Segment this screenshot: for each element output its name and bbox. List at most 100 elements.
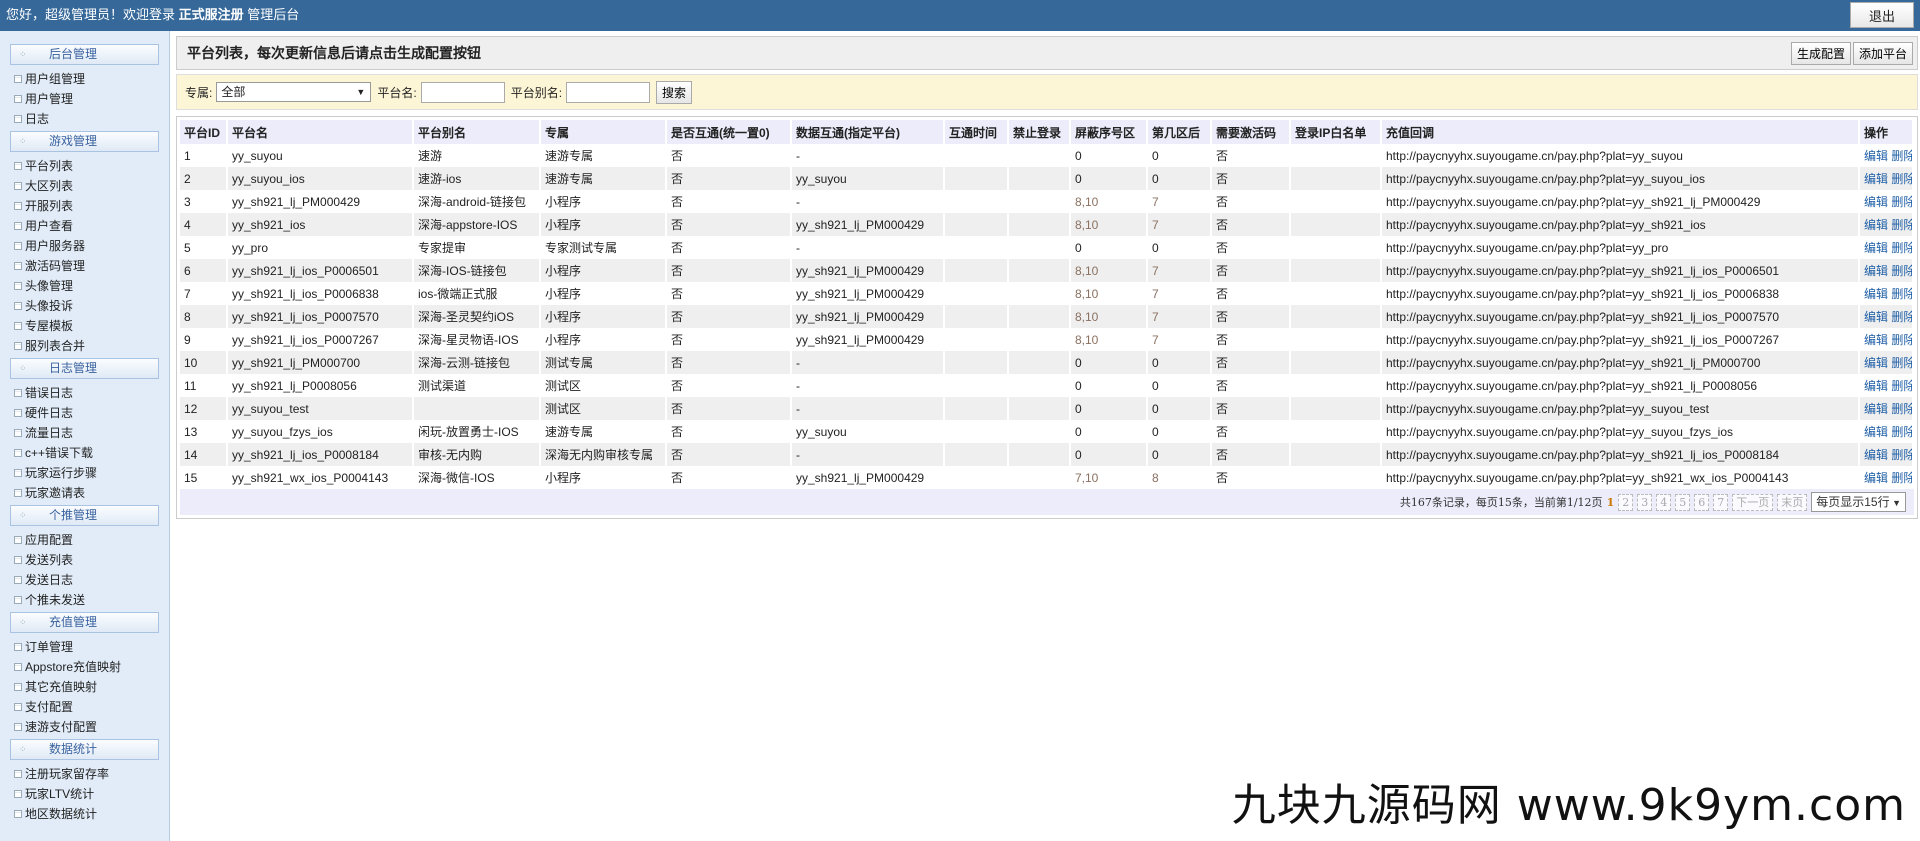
edit-link[interactable]: 编辑: [1864, 310, 1889, 324]
sidebar-item[interactable]: ··· 开服列表: [0, 196, 169, 216]
last-page-button[interactable]: 末页: [1777, 493, 1808, 511]
generate-config-button[interactable]: 生成配置: [1790, 42, 1851, 65]
delete-link[interactable]: 删除: [1891, 287, 1914, 301]
delete-link[interactable]: 删除: [1891, 195, 1914, 209]
sidebar-item[interactable]: ··· 平台列表: [0, 156, 169, 176]
table-cell: [945, 167, 1009, 190]
sidebar-item[interactable]: ··· 服列表合并: [0, 336, 169, 356]
delete-link[interactable]: 删除: [1891, 218, 1914, 232]
sidebar-item[interactable]: ··· c++错误下载: [0, 443, 169, 463]
sidebar-item[interactable]: ··· 发送列表: [0, 550, 169, 570]
sidebar-item[interactable]: ··· 订单管理: [0, 637, 169, 657]
table-cell: 深海-圣灵契约iOS: [414, 305, 541, 328]
sidebar-item[interactable]: ··· 玩家LTV统计: [0, 784, 169, 804]
table-cell: 15: [180, 466, 228, 489]
table-cell: [1009, 213, 1071, 236]
page-link[interactable]: 5: [1675, 493, 1691, 511]
page-link[interactable]: 6: [1694, 493, 1710, 511]
table-cell: yy_sh921_lj_PM000429: [792, 213, 945, 236]
edit-link[interactable]: 编辑: [1864, 195, 1889, 209]
edit-link[interactable]: 编辑: [1864, 287, 1889, 301]
sidebar-item[interactable]: ··· 用户组管理: [0, 69, 169, 89]
column-header: 充值回调: [1382, 120, 1860, 144]
edit-link[interactable]: 编辑: [1864, 379, 1889, 393]
per-page-select[interactable]: 每页显示15行 ▼: [1811, 492, 1906, 512]
sidebar-item[interactable]: ··· 地区数据统计: [0, 804, 169, 824]
sidebar-item[interactable]: ··· 用户管理: [0, 89, 169, 109]
sidebar-item-label: 发送列表: [25, 553, 74, 567]
sidebar-group-header[interactable]: ⁘ 数据统计: [10, 739, 159, 760]
edit-link[interactable]: 编辑: [1864, 448, 1889, 462]
sidebar-item[interactable]: ··· 个推未发送: [0, 590, 169, 610]
sidebar-item[interactable]: ··· 错误日志: [0, 383, 169, 403]
delete-link[interactable]: 删除: [1891, 333, 1914, 347]
edit-link[interactable]: 编辑: [1864, 218, 1889, 232]
add-platform-button[interactable]: 添加平台: [1852, 42, 1913, 65]
delete-link[interactable]: 删除: [1891, 149, 1914, 163]
edit-link[interactable]: 编辑: [1864, 149, 1889, 163]
sidebar-item[interactable]: ··· 头像管理: [0, 276, 169, 296]
delete-link[interactable]: 删除: [1891, 241, 1914, 255]
sidebar-item[interactable]: ··· 大区列表: [0, 176, 169, 196]
sidebar-item[interactable]: ··· 用户服务器: [0, 236, 169, 256]
exclusive-select[interactable]: 全部 ▼: [216, 82, 372, 102]
sidebar-group-header[interactable]: ⁘ 充值管理: [10, 612, 159, 633]
sidebar-item[interactable]: ··· 发送日志: [0, 570, 169, 590]
sidebar-group-title: 后台管理: [49, 47, 98, 61]
sidebar-item-label: 用户服务器: [25, 239, 86, 253]
edit-link[interactable]: 编辑: [1864, 402, 1889, 416]
page-link[interactable]: 7: [1713, 493, 1729, 511]
page-link[interactable]: 2: [1618, 493, 1634, 511]
sidebar-item[interactable]: ··· Appstore充值映射: [0, 657, 169, 677]
next-page-button[interactable]: 下一页: [1732, 493, 1774, 511]
table-cell: [1009, 374, 1071, 397]
sidebar-item[interactable]: ··· 速游支付配置: [0, 717, 169, 737]
platform-name-input[interactable]: [420, 81, 505, 103]
search-button[interactable]: 搜索: [656, 80, 693, 104]
sidebar-item[interactable]: ··· 日志: [0, 109, 169, 129]
sidebar-item[interactable]: ··· 应用配置: [0, 530, 169, 550]
delete-link[interactable]: 删除: [1891, 448, 1914, 462]
delete-link[interactable]: 删除: [1891, 379, 1914, 393]
sidebar-item[interactable]: ··· 头像投诉: [0, 296, 169, 316]
page-link[interactable]: 3: [1637, 493, 1653, 511]
sidebar-item[interactable]: ··· 注册玩家留存率: [0, 764, 169, 784]
sidebar-item-label: 头像管理: [25, 279, 74, 293]
sidebar-item[interactable]: ··· 硬件日志: [0, 403, 169, 423]
table-cell: 否: [667, 144, 792, 167]
edit-link[interactable]: 编辑: [1864, 241, 1889, 255]
edit-link[interactable]: 编辑: [1864, 356, 1889, 370]
table-cell: http://paycnyyhx.suyougame.cn/pay.php?pl…: [1382, 259, 1860, 282]
sidebar-item[interactable]: ··· 玩家运行步骤: [0, 463, 169, 483]
sidebar-group-header[interactable]: ⁘ 个推管理: [10, 505, 159, 526]
delete-link[interactable]: 删除: [1891, 425, 1914, 439]
edit-link[interactable]: 编辑: [1864, 425, 1889, 439]
delete-link[interactable]: 删除: [1891, 356, 1914, 370]
platform-alias-input[interactable]: [566, 81, 651, 103]
sidebar-item[interactable]: ··· 用户查看: [0, 216, 169, 236]
edit-link[interactable]: 编辑: [1864, 172, 1889, 186]
edit-link[interactable]: 编辑: [1864, 333, 1889, 347]
sidebar-group-header[interactable]: ⁘ 后台管理: [10, 44, 159, 65]
page-link[interactable]: 4: [1656, 493, 1672, 511]
table-cell: yy_sh921_lj_PM000429: [228, 190, 414, 213]
logout-button[interactable]: 退出: [1850, 2, 1914, 28]
delete-link[interactable]: 删除: [1891, 172, 1914, 186]
sidebar-group-header[interactable]: ⁘ 游戏管理: [10, 131, 159, 152]
delete-link[interactable]: 删除: [1891, 471, 1914, 485]
sidebar-item[interactable]: ··· 激活码管理: [0, 256, 169, 276]
delete-link[interactable]: 删除: [1891, 264, 1914, 278]
sidebar-item[interactable]: ··· 专屋模板: [0, 316, 169, 336]
sidebar-item[interactable]: ··· 玩家邀请表: [0, 483, 169, 503]
sidebar-group-header[interactable]: ⁘ 日志管理: [10, 358, 159, 379]
sidebar-item[interactable]: ··· 其它充值映射: [0, 677, 169, 697]
edit-link[interactable]: 编辑: [1864, 471, 1889, 485]
delete-link[interactable]: 删除: [1891, 310, 1914, 324]
sidebar-item[interactable]: ··· 支付配置: [0, 697, 169, 717]
actions-cell: 编辑 删除: [1860, 466, 1914, 489]
greeting: 您好，超级管理员！欢迎登录: [6, 7, 176, 22]
edit-link[interactable]: 编辑: [1864, 264, 1889, 278]
sidebar-item[interactable]: ··· 流量日志: [0, 423, 169, 443]
delete-link[interactable]: 删除: [1891, 402, 1914, 416]
table-cell: 0: [1148, 144, 1212, 167]
